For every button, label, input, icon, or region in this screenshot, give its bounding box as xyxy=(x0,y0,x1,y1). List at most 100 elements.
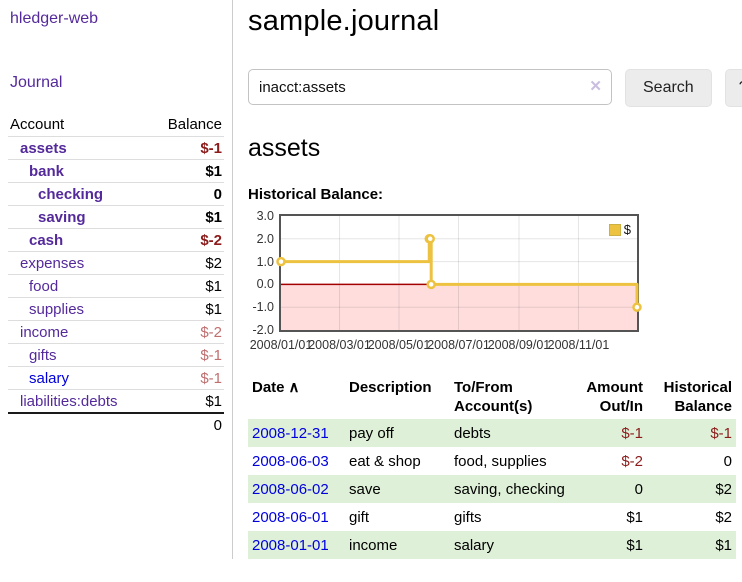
clear-search-icon[interactable]: ✕ xyxy=(589,78,602,95)
balance-step-line xyxy=(276,216,642,330)
register-table: Date ∧ Description To/From Account(s) Amou… xyxy=(248,375,736,559)
account-row: saving $1 xyxy=(8,205,224,229)
account-link-checking[interactable]: checking xyxy=(38,185,104,203)
transaction-balance: $1 xyxy=(715,536,732,554)
account-row: liabilities:debts $1 xyxy=(8,389,224,413)
transaction-accounts: debts xyxy=(454,424,491,442)
y-axis-tick: -1.0 xyxy=(252,300,274,315)
account-row: bank $1 xyxy=(8,159,224,183)
chart-plot-area[interactable]: $ xyxy=(276,214,642,332)
transaction-amount: $-1 xyxy=(621,424,643,442)
account-page-title: assets xyxy=(248,134,321,162)
register-row: 2008-06-03 eat & shop food, supplies $-2… xyxy=(248,447,736,475)
account-link-food[interactable]: food xyxy=(29,277,59,295)
transaction-balance: $2 xyxy=(715,480,732,498)
page-title: sample.journal xyxy=(248,5,440,37)
y-axis-tick: -2.0 xyxy=(252,323,274,337)
page: hledger-web Journal Account Balance asse… xyxy=(8,0,742,559)
column-header-balance: Historical Balance xyxy=(663,379,732,415)
search-button[interactable]: Search xyxy=(625,69,712,107)
account-row: supplies $1 xyxy=(8,297,224,321)
chart-label: Historical Balance: xyxy=(248,186,384,203)
account-row: salary $-1 xyxy=(8,366,224,390)
transaction-date-link[interactable]: 2008-12-31 xyxy=(252,424,329,442)
account-row: gifts $-1 xyxy=(8,343,224,367)
register-row: 2008-01-01 income salary $1 $1 xyxy=(248,531,736,559)
register-header-row: Date ∧ Description To/From Account(s) Amou… xyxy=(248,375,736,419)
accounts-header-balance: Balance xyxy=(167,116,222,133)
register-row: 2008-12-31 pay off debts $-1 $-1 xyxy=(248,419,736,447)
account-row: checking 0 xyxy=(8,182,224,206)
search-input[interactable] xyxy=(248,69,612,105)
account-link-gifts[interactable]: gifts xyxy=(29,346,57,364)
legend-label: $ xyxy=(623,222,631,237)
account-balance: $-1 xyxy=(149,343,224,367)
search-bar: ✕ Search ? xyxy=(248,69,742,107)
account-link-expenses[interactable]: expenses xyxy=(20,254,85,272)
account-row: cash $-2 xyxy=(8,228,224,252)
account-link-saving[interactable]: saving xyxy=(38,208,86,226)
sort-ascending-icon: ∧ xyxy=(288,379,300,396)
account-balance: $1 xyxy=(149,274,224,298)
account-row: food $1 xyxy=(8,274,224,298)
register-row: 2008-06-01 gift gifts $1 $2 xyxy=(248,503,736,531)
help-button[interactable]: ? xyxy=(724,69,742,107)
account-link-assets[interactable]: assets xyxy=(20,139,67,157)
x-axis-tick: 2008/07/01 xyxy=(427,338,490,352)
column-header-amount: Amount Out/In xyxy=(586,379,643,415)
y-axis-tick: 0.0 xyxy=(256,277,274,292)
transaction-balance: $-1 xyxy=(710,424,732,442)
transaction-date-link[interactable]: 2008-06-03 xyxy=(252,452,329,470)
account-link-liabilities-debts[interactable]: liabilities:debts xyxy=(20,392,118,410)
y-axis-tick: 2.0 xyxy=(256,231,274,246)
account-link-supplies[interactable]: supplies xyxy=(29,300,85,318)
transaction-description: save xyxy=(349,480,381,498)
app-title-link[interactable]: hledger-web xyxy=(10,10,99,27)
transaction-description: gift xyxy=(349,508,370,526)
transaction-accounts: saving, checking xyxy=(454,480,565,498)
account-balance: $-2 xyxy=(149,228,224,252)
account-balance: $1 xyxy=(149,389,224,413)
transaction-description: income xyxy=(349,536,398,554)
historical-balance-chart: 3.0 2.0 1.0 0.0 -1.0 -2.0 $ 2008/01/01 2… xyxy=(248,209,728,354)
main-content: sample.journal ✕ Search ? assets Histori… xyxy=(233,0,742,559)
transaction-amount: $1 xyxy=(626,508,643,526)
accounts-header-account: Account xyxy=(10,116,65,133)
account-row: income $-2 xyxy=(8,320,224,344)
account-row: expenses $2 xyxy=(8,251,224,275)
y-axis-tick: 3.0 xyxy=(256,209,274,223)
transaction-amount: $1 xyxy=(626,536,643,554)
accounts-header-row: Account Balance xyxy=(8,113,224,137)
transaction-date-link[interactable]: 2008-01-01 xyxy=(252,536,329,554)
sidebar-item-journal[interactable]: Journal xyxy=(10,74,63,91)
transaction-balance: $2 xyxy=(715,508,732,526)
transaction-accounts: food, supplies xyxy=(454,452,547,470)
account-balance: $1 xyxy=(149,297,224,321)
transaction-accounts: gifts xyxy=(454,508,482,526)
x-axis-tick: 2008/11/01 xyxy=(547,338,610,352)
account-link-salary[interactable]: salary xyxy=(29,369,70,387)
register-row: 2008-06-02 save saving, checking 0 $2 xyxy=(248,475,736,503)
account-balance: $1 xyxy=(149,159,224,183)
x-axis-tick: 2008/03/01 xyxy=(308,338,371,352)
transaction-accounts: salary xyxy=(454,536,495,554)
transaction-description: pay off xyxy=(349,424,394,442)
account-balance: $-2 xyxy=(149,320,224,344)
account-balance: $1 xyxy=(149,205,224,229)
accounts-total-row: 0 xyxy=(8,412,224,436)
transaction-amount: $-2 xyxy=(621,452,643,470)
account-balance: $-1 xyxy=(149,366,224,390)
x-axis-tick: 2008/09/01 xyxy=(487,338,551,352)
account-link-income[interactable]: income xyxy=(20,323,69,341)
account-balance: 0 xyxy=(149,182,224,206)
column-header-date[interactable]: Date ∧ xyxy=(252,379,300,396)
account-link-cash[interactable]: cash xyxy=(29,231,64,249)
transaction-date-link[interactable]: 2008-06-01 xyxy=(252,508,329,526)
transaction-description: eat & shop xyxy=(349,452,421,470)
transaction-date-link[interactable]: 2008-06-02 xyxy=(252,480,329,498)
account-row: assets $-1 xyxy=(8,136,224,160)
y-axis-tick: 1.0 xyxy=(256,254,274,269)
x-axis-tick: 2008/01/01 xyxy=(249,338,313,352)
account-balance: $-1 xyxy=(149,136,224,160)
account-link-bank[interactable]: bank xyxy=(29,162,65,180)
